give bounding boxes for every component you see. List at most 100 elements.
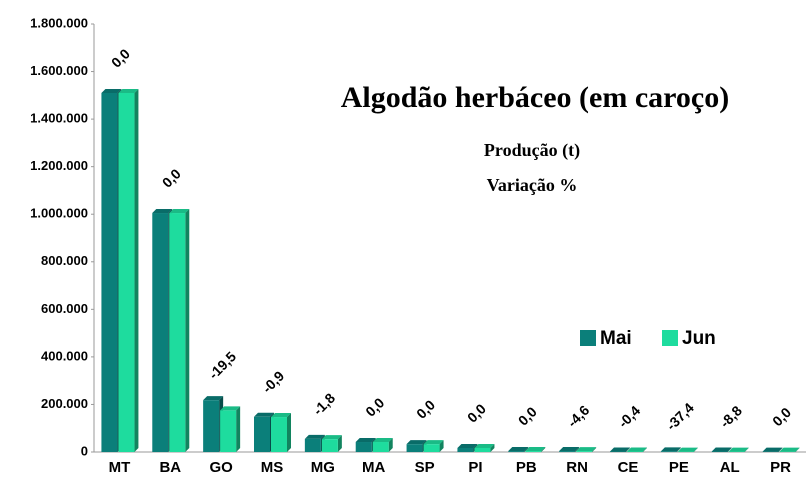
bar [169,213,186,452]
y-tick-label: 600.000 [41,301,88,316]
chart-subtitle: Variação % [487,175,578,195]
x-tick-label: GO [209,459,233,476]
x-tick-label: PE [669,459,689,476]
bar-side [337,435,342,452]
bar-side [490,443,495,452]
bar-top [559,447,580,452]
bar-top [355,438,376,443]
x-tick-label: MS [261,459,284,476]
bar-side [439,440,444,452]
variation-label: -0,4 [615,402,644,431]
bar-top [118,88,139,93]
bar [355,442,372,452]
bar-top [627,447,647,452]
x-tick-label: MA [362,459,385,476]
bar [372,442,389,452]
bar-top [779,447,800,452]
x-tick-label: AL [720,459,740,476]
y-tick-label: 1.400.000 [30,111,88,126]
bar-top [169,209,190,214]
y-tick-label: 800.000 [41,253,88,268]
x-tick-label: BA [159,459,181,476]
variation-label: -37,4 [663,399,697,433]
bar-top [660,447,681,452]
bar-side [134,88,139,452]
bar-top [525,447,546,452]
x-tick-label: MG [311,459,335,476]
variation-label: 0,0 [108,45,133,70]
legend-swatch [580,330,596,346]
legend-swatch [662,330,678,346]
legend-label: Mai [600,328,632,349]
bar-top [254,412,274,417]
y-tick-label: 1.600.000 [30,63,88,78]
bar-side [643,447,647,452]
y-tick-label: 400.000 [41,348,88,363]
variation-label: 0,0 [515,403,540,428]
bar-top [406,440,427,445]
bar-side [575,447,580,452]
x-tick-label: CE [618,459,639,476]
bar [271,417,287,452]
bar-side [744,447,749,452]
bar [152,213,169,452]
chart-subtitle: Produção (t) [484,140,580,161]
bar-top [711,447,732,452]
bar [474,447,491,452]
bar-top [728,447,749,452]
bar-top [321,435,342,440]
bar [559,451,576,452]
bar [576,451,593,452]
bar-side [693,447,698,452]
bar [508,451,525,452]
variation-label: -0,9 [259,368,288,397]
x-tick-label: RN [566,459,588,476]
bar-top [576,447,597,452]
bar-top [474,443,495,448]
y-tick-label: 0 [81,443,88,458]
variation-label: -4,6 [564,402,593,431]
bar-top [457,443,478,448]
bar [220,410,237,452]
x-tick-label: MT [109,459,131,476]
bar [321,439,338,452]
bar-top [372,438,393,443]
bar [118,92,135,452]
variation-label: 0,0 [769,404,794,429]
bar-side [592,447,597,452]
bar-top [610,447,630,452]
y-tick-label: 1.800.000 [30,15,88,30]
legend-label: Jun [682,328,716,349]
variation-label: 0,0 [413,397,438,422]
y-tick-label: 200.000 [41,396,88,411]
x-tick-label: PR [770,459,791,476]
bar-side [236,406,241,452]
x-tick-label: PB [516,459,537,476]
bar [660,451,677,452]
variation-label: -1,8 [310,390,339,419]
bar-side [388,438,393,452]
chart-title: Algodão herbáceo (em caroço) [341,81,730,114]
bar [457,447,474,452]
bar-top [203,396,224,401]
bar-side [727,447,732,452]
bar-top [220,406,241,411]
bar-top [304,434,325,439]
bar-side [676,447,681,452]
bar-top [271,413,291,418]
variation-label: 0,0 [159,165,184,190]
variation-label: 0,0 [464,400,489,425]
bar-side [541,447,546,452]
bar [304,438,321,452]
bar-top [101,88,122,93]
variation-label: 0,0 [362,394,387,419]
bar-top [423,440,444,445]
bar-side [778,447,783,452]
bar-side [287,413,291,452]
bar [406,444,423,452]
y-tick-label: 1.000.000 [30,206,88,221]
variation-label: -8,8 [717,402,746,431]
bar [423,444,440,452]
bar-side [626,447,630,452]
